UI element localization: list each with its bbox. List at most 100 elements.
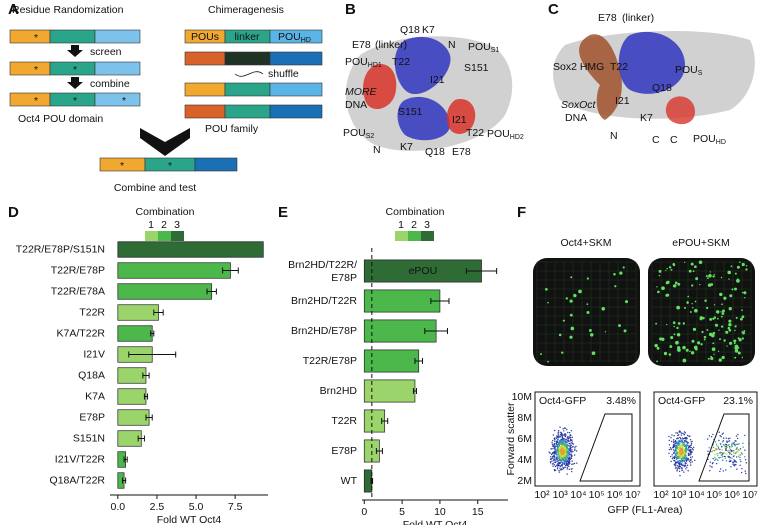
colony: [735, 316, 738, 319]
event: [687, 454, 690, 457]
event: [571, 436, 573, 439]
event: [709, 461, 711, 463]
subscript: S1: [491, 47, 500, 54]
event: [561, 457, 563, 459]
event: [563, 463, 566, 465]
event: [680, 458, 683, 460]
event: [714, 449, 716, 452]
event: [562, 437, 564, 440]
colony: [695, 277, 699, 281]
event: [685, 451, 687, 453]
event: [718, 456, 721, 459]
colony: [586, 277, 589, 280]
event: [691, 440, 693, 443]
colony: [728, 328, 732, 332]
axis-title: Forward scatter: [505, 402, 517, 475]
colony: [741, 337, 744, 340]
colony: [588, 329, 592, 332]
y-tick-label: I21V/T22R: [55, 453, 106, 465]
event: [572, 443, 575, 445]
domain-segment: [269, 82, 323, 97]
event: [566, 468, 568, 470]
event: [674, 440, 677, 442]
event: [564, 457, 566, 459]
event: [556, 446, 559, 448]
bar: [117, 241, 264, 258]
event: [560, 440, 562, 442]
colony: [711, 333, 715, 338]
event: [674, 465, 677, 467]
colony: [720, 325, 724, 328]
colony: [613, 273, 616, 276]
event: [738, 454, 740, 456]
text: T22: [610, 61, 628, 73]
event: [686, 456, 688, 458]
event: [565, 463, 568, 466]
event: [732, 463, 734, 465]
event: [678, 439, 680, 441]
colony: [737, 346, 740, 349]
structure-label: T22: [466, 127, 484, 139]
x-tick-label: 10³: [553, 489, 569, 501]
event: [559, 454, 561, 457]
event: [734, 440, 736, 442]
colony: [736, 265, 740, 269]
event: [720, 443, 722, 446]
y-tick-label: Q18A: [78, 369, 105, 381]
event: [726, 446, 729, 449]
step-label: screen: [90, 46, 122, 58]
structure: [394, 36, 451, 95]
star: *: [73, 95, 77, 107]
event: [569, 435, 571, 437]
event: [575, 450, 578, 452]
event: [744, 434, 746, 437]
structure-label: T22: [392, 56, 410, 68]
event: [672, 452, 675, 454]
colony: [699, 317, 703, 321]
event: [683, 449, 686, 452]
event: [722, 437, 725, 439]
event: [556, 464, 559, 467]
colony: [709, 317, 713, 321]
flow-plot: [534, 391, 641, 487]
text: Q18: [400, 24, 420, 36]
event: [672, 441, 675, 444]
event: [737, 433, 739, 436]
event: [683, 437, 686, 439]
event: [690, 449, 692, 451]
colony: [601, 306, 606, 311]
event: [720, 454, 723, 456]
colony: [656, 360, 658, 363]
y-tick-label: Brn2HD: [320, 385, 358, 397]
structure-label: C: [652, 134, 660, 146]
event: [669, 447, 672, 449]
event: [719, 434, 721, 437]
event: [689, 451, 692, 453]
colony: [570, 326, 575, 331]
axis-title: Fold WT Oct4: [157, 514, 222, 525]
text: POU: [468, 41, 491, 53]
y-tick-label: Brn2HD/E78P: [291, 325, 357, 337]
y-tick-label: Q18A/T22R: [50, 474, 106, 486]
text: N: [373, 144, 381, 156]
event: [728, 446, 731, 448]
event: [732, 450, 734, 452]
event: [678, 467, 681, 470]
colony: [714, 323, 719, 327]
event: [554, 446, 556, 449]
event: [563, 455, 565, 457]
event: [729, 451, 731, 453]
colony: [578, 289, 582, 294]
event: [567, 445, 570, 447]
y-tick-label: 2M: [517, 475, 532, 487]
event: [555, 437, 558, 440]
event: [568, 453, 570, 456]
gate: [698, 413, 750, 482]
event: [690, 453, 692, 456]
event: [560, 435, 562, 437]
event: [559, 465, 562, 467]
event: [673, 459, 676, 462]
colony: [742, 331, 745, 335]
domain-segment: [49, 29, 96, 44]
event: [551, 441, 553, 444]
